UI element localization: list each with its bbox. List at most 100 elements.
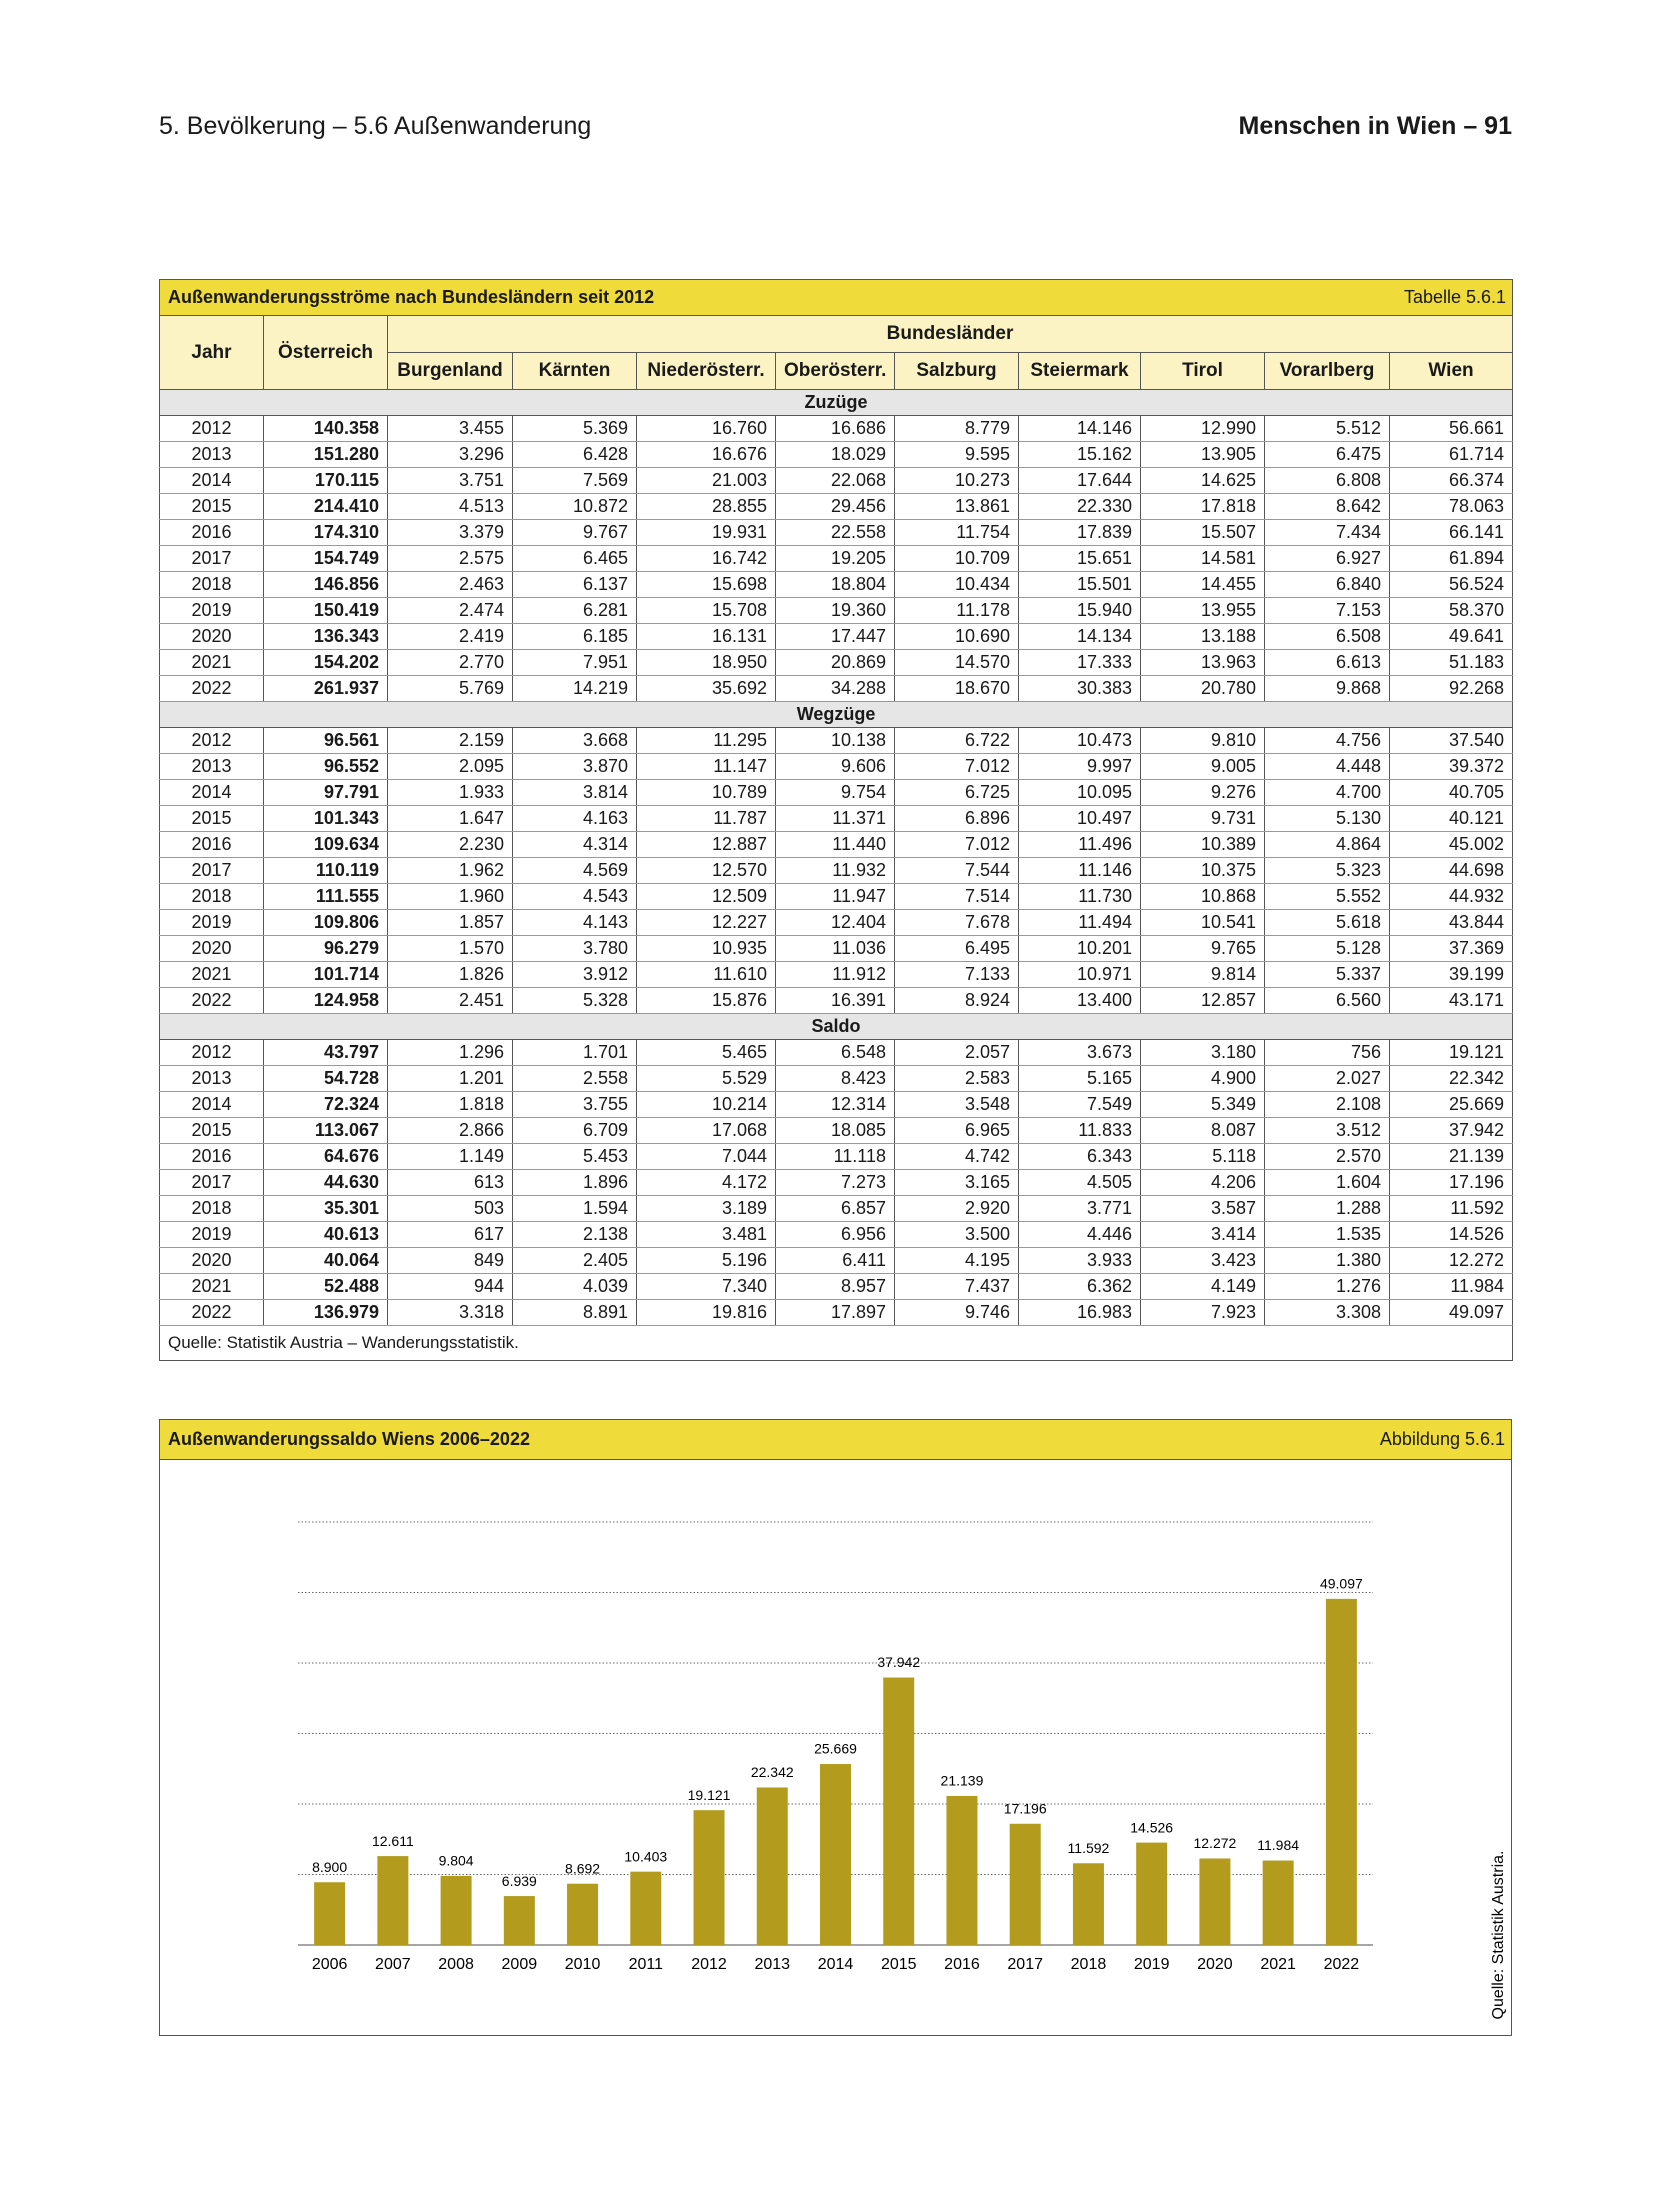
table-cell: 96.552 — [263, 753, 388, 780]
table-cell: 150.419 — [263, 597, 388, 624]
table-cell: 13.188 — [1140, 623, 1265, 650]
column-header: Burgenland — [387, 352, 513, 390]
table-cell: 3.780 — [512, 935, 637, 962]
table-cell: 7.437 — [894, 1273, 1019, 1300]
table-cell: 11.494 — [1018, 909, 1141, 936]
table-cell: 174.310 — [263, 519, 388, 546]
table-cell: 113.067 — [263, 1117, 388, 1144]
table-cell: 45.002 — [1388, 831, 1514, 858]
value-label: 11.984 — [1257, 1837, 1299, 1853]
table-cell: 7.678 — [894, 909, 1019, 936]
bar — [377, 1856, 409, 1945]
section-title: Wegzüge — [158, 701, 1514, 728]
table-cell: 11.984 — [1388, 1273, 1514, 1300]
table-cell: 2012 — [159, 415, 264, 442]
table-cell: 6.956 — [775, 1221, 895, 1248]
table-cell: 44.698 — [1388, 857, 1514, 884]
table-cell: 1.818 — [387, 1091, 513, 1118]
table-cell: 10.201 — [1018, 935, 1141, 962]
table-cell: 25.669 — [1388, 1091, 1514, 1118]
table-cell: 9.997 — [1018, 753, 1141, 780]
table-cell: 11.295 — [636, 727, 776, 754]
bar — [1072, 1863, 1104, 1945]
data-row: 2021 154.202 2.770 7.951 18.950 20.869 14.570 1… — [159, 649, 1514, 676]
table-cell: 11.833 — [1018, 1117, 1141, 1144]
table-cell: 7.569 — [512, 467, 637, 494]
table-cell: 136.343 — [263, 623, 388, 650]
table-cell: 2.474 — [387, 597, 513, 624]
table-cell: 17.644 — [1018, 467, 1141, 494]
table-cell: 2021 — [159, 649, 264, 676]
table-cell: 2.575 — [387, 545, 513, 572]
table-cell: 9.765 — [1140, 935, 1265, 962]
table-cell: 2.159 — [387, 727, 513, 754]
table-cell: 3.771 — [1018, 1195, 1141, 1222]
table-cell: 29.456 — [775, 493, 895, 520]
table-cell: 6.725 — [894, 779, 1019, 806]
bar — [756, 1787, 788, 1945]
data-row: 2012 43.797 1.296 1.701 5.465 6.548 2.057 3.673… — [159, 1039, 1514, 1066]
table-cell: 2.463 — [387, 571, 513, 598]
table-cell: 2.108 — [1264, 1091, 1390, 1118]
table-cell: 4.864 — [1264, 831, 1390, 858]
table-cell: 3.512 — [1264, 1117, 1390, 1144]
table-cell: 8.642 — [1264, 493, 1390, 520]
table-cell: 2016 — [159, 519, 264, 546]
table-cell: 8.779 — [894, 415, 1019, 442]
data-row: 2015 113.067 2.866 6.709 17.068 18.085 6.965 11… — [159, 1117, 1514, 1144]
table-cell: 4.195 — [894, 1247, 1019, 1274]
table-cell: 3.755 — [512, 1091, 637, 1118]
data-row: 2012 140.358 3.455 5.369 16.760 16.686 8.779 14… — [159, 415, 1514, 442]
table-cell: 7.514 — [894, 883, 1019, 910]
table-cell: 12.509 — [636, 883, 776, 910]
table-cell: 7.133 — [894, 961, 1019, 988]
table-cell: 1.276 — [1264, 1273, 1390, 1300]
table-cell: 19.205 — [775, 545, 895, 572]
table-cell: 3.318 — [387, 1299, 513, 1326]
bar — [820, 1764, 851, 1945]
x-tick-label: 2010 — [565, 1956, 601, 1973]
table-cell: 11.146 — [1018, 857, 1141, 884]
bar — [946, 1795, 978, 1945]
value-label: 10.403 — [624, 1848, 667, 1864]
table-cell: 6.722 — [894, 727, 1019, 754]
data-row: 2022 261.937 5.769 14.219 35.692 34.288 18.670… — [159, 675, 1514, 702]
table-cell: 3.751 — [387, 467, 513, 494]
table-cell: 10.214 — [636, 1091, 776, 1118]
table-cell: 16.983 — [1018, 1299, 1141, 1326]
table-cell: 110.119 — [263, 857, 388, 884]
table-cell: 7.544 — [894, 857, 1019, 884]
table-cell: 11.440 — [775, 831, 895, 858]
table-cell: 52.488 — [263, 1273, 388, 1300]
table-cell: 7.340 — [636, 1273, 776, 1300]
data-row: 2014 72.324 1.818 3.755 10.214 12.314 3.548 7.5… — [159, 1091, 1514, 1118]
data-row: 2014 97.791 1.933 3.814 10.789 9.754 6.725 10.0… — [159, 779, 1514, 806]
table-cell: 5.118 — [1140, 1143, 1265, 1170]
table-cell: 7.012 — [894, 831, 1019, 858]
table-cell: 30.383 — [1018, 675, 1141, 702]
table-cell: 214.410 — [263, 493, 388, 520]
table-cell: 10.095 — [1018, 779, 1141, 806]
table-cell: 6.137 — [512, 571, 637, 598]
table-cell: 10.709 — [894, 545, 1019, 572]
table-cell: 72.324 — [263, 1091, 388, 1118]
table-cell: 6.560 — [1264, 987, 1390, 1014]
table-cell: 18.950 — [636, 649, 776, 676]
table-cell: 2.451 — [387, 987, 513, 1014]
table-cell: 10.138 — [775, 727, 895, 754]
table-cell: 51.183 — [1388, 649, 1514, 676]
table-cell: 261.937 — [263, 675, 388, 702]
table-cell: 3.548 — [894, 1091, 1019, 1118]
table-cell: 136.979 — [263, 1299, 388, 1326]
table-cell: 2.095 — [387, 753, 513, 780]
table-cell: 10.497 — [1018, 805, 1141, 832]
table-cell: 12.272 — [1388, 1247, 1514, 1274]
table-cell: 19.816 — [636, 1299, 776, 1326]
table-cell: 5.337 — [1264, 961, 1390, 988]
table-cell: 6.965 — [894, 1117, 1019, 1144]
bar — [314, 1882, 346, 1945]
table-cell: 4.756 — [1264, 727, 1390, 754]
table-cell: 5.769 — [387, 675, 513, 702]
table-cell: 14.570 — [894, 649, 1019, 676]
table-cell: 2020 — [159, 935, 264, 962]
